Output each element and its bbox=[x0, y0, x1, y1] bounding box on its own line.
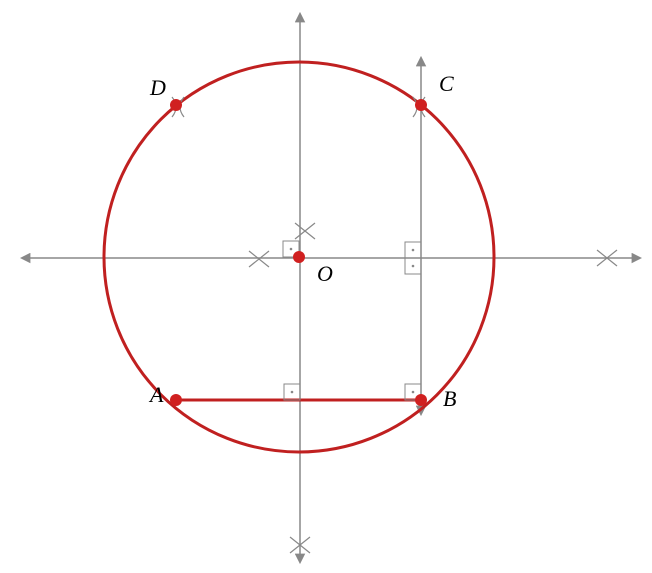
point-c bbox=[415, 99, 427, 111]
point-label-c: C bbox=[439, 71, 454, 96]
cross-mark bbox=[249, 251, 269, 267]
point-label-a: A bbox=[148, 382, 164, 407]
point-b bbox=[415, 394, 427, 406]
point-d bbox=[170, 99, 182, 111]
cross-mark bbox=[295, 223, 315, 239]
right-angle-mark bbox=[405, 258, 421, 274]
point-o bbox=[293, 251, 305, 263]
point-label-d: D bbox=[149, 75, 166, 100]
point-label-b: B bbox=[443, 386, 456, 411]
point-label-o: O bbox=[317, 261, 333, 286]
right-angle-mark bbox=[405, 242, 421, 258]
geometry-diagram: O A B C D bbox=[0, 0, 652, 573]
point-a bbox=[170, 394, 182, 406]
right-angle-mark bbox=[284, 384, 300, 400]
